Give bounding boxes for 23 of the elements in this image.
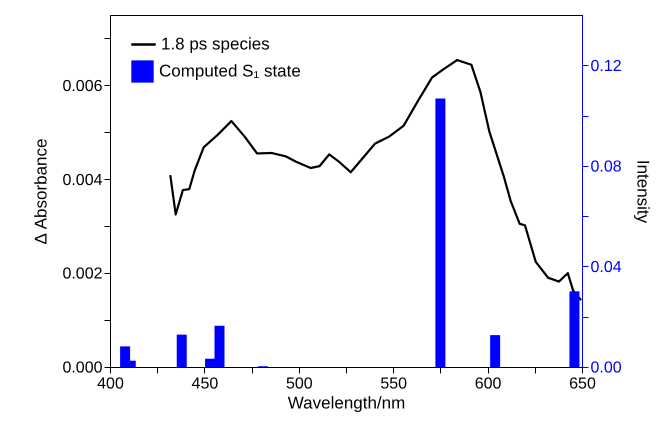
bar [176, 334, 187, 367]
y2-tick-label: 0.12 [590, 58, 622, 75]
y2-tick-label: 0.04 [590, 258, 622, 276]
x-axis-title: Wavelength/nm [288, 394, 406, 412]
y-tick-label: 0.004 [62, 172, 103, 189]
x-tick-label: 400 [97, 376, 124, 392]
bar [490, 335, 500, 367]
y-tick-label: 0.000 [62, 360, 103, 376]
y-tick-label: 0.006 [62, 78, 103, 95]
x-tick-label: 650 [569, 376, 596, 392]
x-tick-label: 500 [286, 376, 313, 392]
legend-label: Computed S₁ state [159, 62, 301, 80]
x-tick-label: 450 [192, 376, 218, 392]
x-tick-label: 550 [380, 376, 408, 392]
bar [569, 291, 580, 367]
y2-tick-label: 0.00 [590, 360, 622, 376]
y2-axis-title: Intensity [634, 160, 653, 224]
bar [435, 98, 446, 367]
y2-tick-label: 0.08 [590, 158, 622, 176]
y-axis-title: Δ Absorbance [31, 138, 50, 244]
legend-label: 1.8 ps species [161, 34, 270, 54]
x-tick-label: 600 [474, 376, 502, 392]
y-tick-label: 0.002 [62, 266, 103, 283]
